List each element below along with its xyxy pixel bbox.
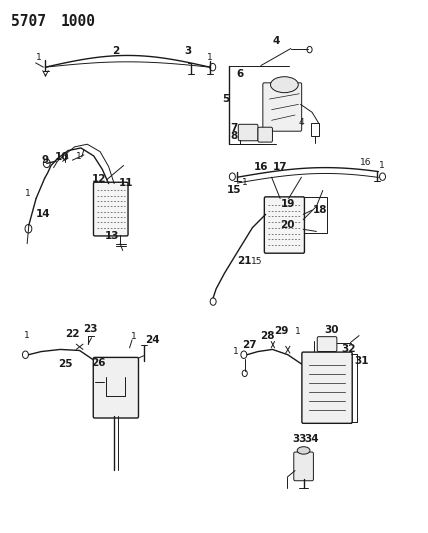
Text: 1: 1	[295, 327, 301, 336]
Text: 20: 20	[280, 220, 294, 230]
Text: 1: 1	[76, 152, 82, 161]
Text: 29: 29	[274, 326, 288, 336]
FancyBboxPatch shape	[263, 83, 302, 131]
Text: 1000: 1000	[60, 14, 95, 29]
Text: 4: 4	[299, 118, 304, 127]
Text: 25: 25	[58, 359, 73, 369]
Text: 7: 7	[230, 123, 238, 133]
Text: 8: 8	[231, 131, 238, 141]
Text: 9: 9	[42, 155, 49, 165]
Text: 1: 1	[232, 347, 238, 356]
Text: 2: 2	[112, 46, 119, 56]
Text: 10: 10	[55, 152, 70, 162]
FancyBboxPatch shape	[302, 352, 352, 423]
Text: 21: 21	[238, 256, 252, 266]
Text: 27: 27	[243, 340, 257, 350]
Text: 19: 19	[281, 199, 295, 209]
Text: 16: 16	[254, 161, 268, 172]
Text: 1: 1	[25, 189, 30, 198]
Text: 6: 6	[236, 69, 243, 79]
Text: 18: 18	[312, 205, 327, 215]
Text: 1: 1	[207, 53, 213, 62]
FancyBboxPatch shape	[265, 197, 304, 253]
Text: 17: 17	[273, 161, 288, 172]
Text: 13: 13	[105, 231, 120, 241]
FancyBboxPatch shape	[93, 358, 139, 418]
Text: 22: 22	[65, 329, 80, 339]
Text: 24: 24	[145, 335, 160, 345]
FancyBboxPatch shape	[238, 124, 258, 141]
Text: 11: 11	[119, 177, 134, 188]
FancyBboxPatch shape	[294, 452, 313, 481]
Text: 12: 12	[92, 174, 106, 184]
Text: 1: 1	[131, 332, 137, 341]
Bar	[303, 197, 327, 233]
Text: 1: 1	[379, 161, 384, 170]
Text: 4: 4	[272, 36, 279, 46]
Bar	[311, 123, 319, 136]
Text: 5707: 5707	[12, 14, 46, 29]
Text: 30: 30	[324, 325, 339, 335]
Text: 33: 33	[292, 434, 306, 445]
Text: 3: 3	[185, 46, 192, 56]
Text: 1: 1	[242, 178, 247, 187]
Text: 28: 28	[260, 330, 275, 341]
Text: 34: 34	[305, 434, 319, 445]
FancyBboxPatch shape	[93, 182, 128, 236]
Text: 1: 1	[24, 331, 30, 340]
Ellipse shape	[297, 447, 310, 454]
Text: 1: 1	[36, 53, 42, 62]
Text: 5: 5	[222, 94, 229, 104]
FancyBboxPatch shape	[258, 127, 273, 142]
Text: 15: 15	[227, 185, 241, 196]
Text: 14: 14	[36, 209, 51, 220]
Text: 15: 15	[251, 257, 262, 265]
Text: 16: 16	[360, 158, 371, 167]
Ellipse shape	[270, 77, 298, 93]
FancyBboxPatch shape	[317, 337, 337, 352]
Text: 32: 32	[341, 344, 356, 354]
Text: 23: 23	[83, 324, 98, 334]
Text: 31: 31	[355, 356, 369, 366]
Text: 26: 26	[91, 358, 105, 368]
